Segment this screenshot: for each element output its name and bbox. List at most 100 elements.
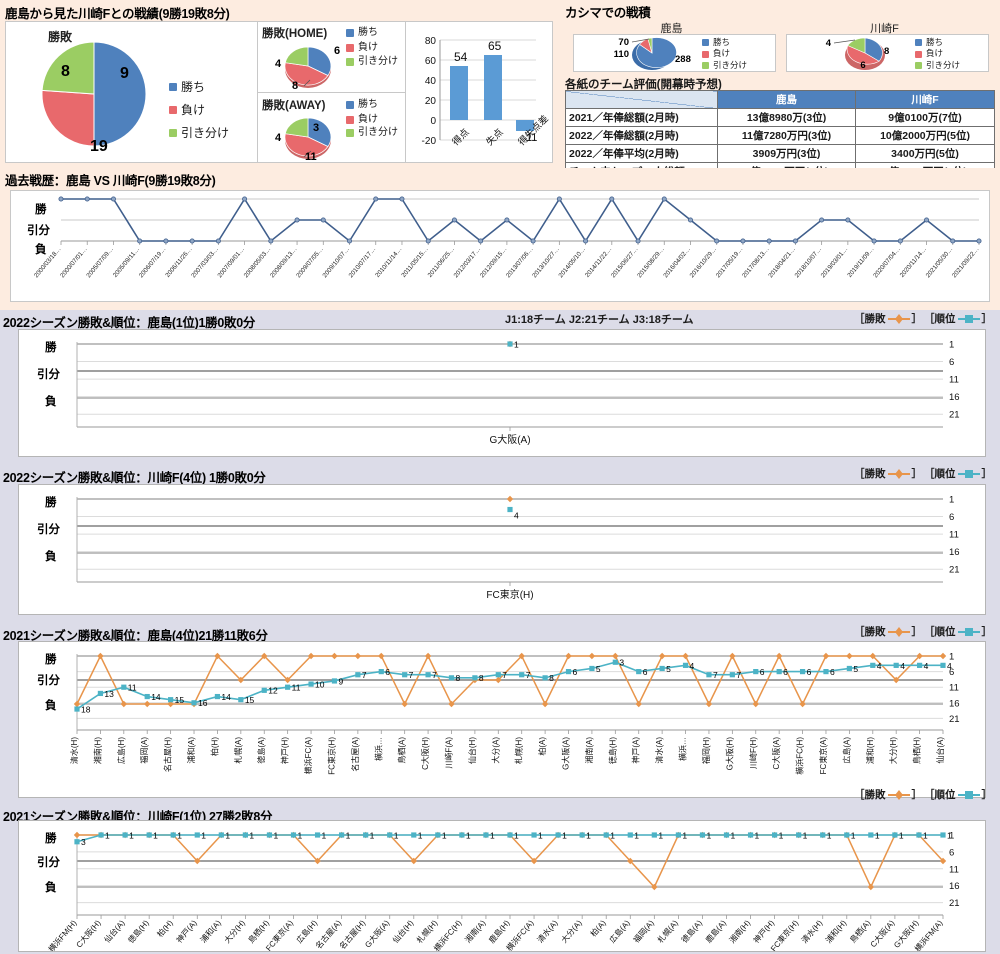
svg-text:鳥栖(H): 鳥栖(H) <box>912 737 922 764</box>
svg-text:2005/07/09…: 2005/07/09… <box>85 246 115 279</box>
svg-text:11: 11 <box>949 375 959 386</box>
svg-text:G大阪(A): G大阪(A) <box>561 737 571 770</box>
svg-text:鳥栖(H): 鳥栖(H) <box>246 918 271 945</box>
svg-text:15: 15 <box>175 695 185 705</box>
svg-text:70: 70 <box>618 37 629 48</box>
svg-text:1: 1 <box>514 830 519 840</box>
svg-text:1: 1 <box>634 830 639 840</box>
svg-text:仙台(A): 仙台(A) <box>935 737 945 764</box>
season-legend: ［勝敗 ］ ［順位 ］ <box>854 789 992 801</box>
svg-text:21: 21 <box>949 565 960 576</box>
svg-text:神戸(H): 神戸(H) <box>751 918 776 945</box>
ylabel-draw: 引分 <box>37 369 60 381</box>
svg-text:1: 1 <box>875 830 880 840</box>
svg-text:12: 12 <box>268 686 278 696</box>
svg-text:広島(A): 広島(A) <box>607 918 632 945</box>
svg-text:2011/05/15…: 2011/05/15… <box>400 246 429 279</box>
svg-text:湘南(A): 湘南(A) <box>584 737 594 764</box>
salary-table-title: 各紙のチーム評価(開幕時予想) <box>565 79 722 91</box>
svg-text:1: 1 <box>923 830 928 840</box>
svg-text:横浜…: 横浜… <box>373 737 383 761</box>
svg-text:2007/09/01…: 2007/09/01… <box>216 246 246 279</box>
home-pie-title: 勝敗(HOME) <box>262 28 328 40</box>
ylabel-win: 勝 <box>45 833 57 845</box>
row-value-kawasaki: 10億2000万円(5位) <box>855 126 995 145</box>
svg-text:15: 15 <box>245 695 255 705</box>
svg-text:1: 1 <box>779 830 784 840</box>
svg-text:288: 288 <box>675 54 691 65</box>
svg-text:1: 1 <box>370 830 375 840</box>
svg-text:2015/06/27…: 2015/06/27… <box>610 246 640 279</box>
home-away-pies-column: 勝敗(HOME) 6 8 4 <box>258 22 406 163</box>
season-title: 2022シーズン勝敗&順位：鹿島(1位)1勝0敗0分 <box>3 316 256 330</box>
svg-text:1: 1 <box>949 340 954 351</box>
svg-text:横浜FC(H): 横浜FC(H) <box>795 737 805 775</box>
svg-text:20: 20 <box>425 96 437 107</box>
svg-text:1: 1 <box>947 830 952 840</box>
legend-item-win: 勝ち <box>346 26 398 41</box>
overall-pie-legend: 勝ち 負け 引き分け <box>169 76 229 144</box>
svg-text:札幌(H): 札幌(H) <box>514 737 524 764</box>
svg-text:1: 1 <box>755 830 760 840</box>
overall-record-pie <box>41 41 147 147</box>
svg-text:21: 21 <box>949 714 960 725</box>
svg-text:16: 16 <box>949 698 960 709</box>
kashima-label: 鹿島 <box>660 23 683 35</box>
table-row: 2022／年俸総額(2月時) 11億7280万円(3位) 10億2000万円(5… <box>565 126 995 145</box>
svg-text:6: 6 <box>783 667 788 677</box>
svg-text:4: 4 <box>514 511 519 521</box>
row-label: 2022／年俸平均(2月時) <box>565 144 718 163</box>
svg-text:18: 18 <box>81 704 91 714</box>
svg-text:11: 11 <box>292 683 301 693</box>
svg-text:2018/04/21…: 2018/04/21… <box>767 246 797 279</box>
svg-text:40: 40 <box>425 76 437 87</box>
svg-text:札幌(A): 札幌(A) <box>655 918 680 945</box>
svg-text:神戸(H): 神戸(H) <box>280 737 290 764</box>
season-header: 2021シーズン勝敗&順位：鹿島(4位)21勝11敗6分 ［勝敗 ］ ［順位 ］ <box>0 623 1000 643</box>
svg-text:広島(H): 広島(H) <box>294 918 319 945</box>
svg-text:8: 8 <box>479 673 484 683</box>
svg-text:2020/11/14…: 2020/11/14… <box>899 246 928 279</box>
svg-text:G大阪(H): G大阪(H) <box>724 737 734 771</box>
svg-text:54: 54 <box>454 50 468 64</box>
svg-text:鳥栖(A): 鳥栖(A) <box>397 737 407 764</box>
svg-text:1: 1 <box>394 830 399 840</box>
svg-text:1: 1 <box>225 830 230 840</box>
svg-text:60: 60 <box>425 56 437 67</box>
rank-legend-marker <box>957 790 980 799</box>
svg-text:福岡(A): 福岡(A) <box>632 918 656 944</box>
svg-text:1: 1 <box>322 830 327 840</box>
svg-text:4: 4 <box>826 38 832 49</box>
result-legend-marker <box>887 626 910 637</box>
svg-text:徳島(A): 徳島(A) <box>256 737 266 764</box>
bar-goal-difference <box>516 120 534 131</box>
away-pie-value-lose: 11 <box>305 151 317 163</box>
legend-item-lose: 負け <box>346 41 398 56</box>
svg-text:FC東京(A): FC東京(A) <box>818 737 828 775</box>
svg-text:福岡(A): 福岡(A) <box>140 737 149 764</box>
svg-text:2005/09/11…: 2005/09/11… <box>112 246 141 279</box>
svg-text:2018/10/07…: 2018/10/07… <box>793 246 823 279</box>
svg-text:鹿島(H): 鹿島(H) <box>486 918 511 945</box>
svg-text:1: 1 <box>610 830 615 840</box>
svg-text:6: 6 <box>949 512 954 523</box>
svg-text:1: 1 <box>442 830 447 840</box>
svg-text:仙台(A): 仙台(A) <box>102 918 127 945</box>
svg-text:21: 21 <box>949 410 960 421</box>
svg-text:5: 5 <box>666 664 671 674</box>
svg-text:11: 11 <box>949 864 959 875</box>
svg-text:徳島(H): 徳島(H) <box>607 737 617 764</box>
svg-text:浦和(A): 浦和(A) <box>186 737 196 764</box>
svg-text:G大阪(A): G大阪(A) <box>489 433 530 446</box>
svg-text:福岡(H): 福岡(H) <box>702 737 711 764</box>
svg-text:6: 6 <box>949 667 954 678</box>
legend-item-lose: 負け <box>702 48 747 59</box>
season-plot: 勝 引分 負 1 6 11 16 21 3 1 1 1 1 1 1 1 1 1 1 1 1 1 1 1 1 1 1 1 1 1 1 1 1… <box>18 820 986 952</box>
svg-text:2014/05/10…: 2014/05/10… <box>557 246 587 279</box>
svg-text:6: 6 <box>949 847 954 858</box>
svg-text:16: 16 <box>949 547 960 558</box>
svg-text:7: 7 <box>362 670 367 680</box>
legend-item-lose: 負け <box>169 99 229 122</box>
